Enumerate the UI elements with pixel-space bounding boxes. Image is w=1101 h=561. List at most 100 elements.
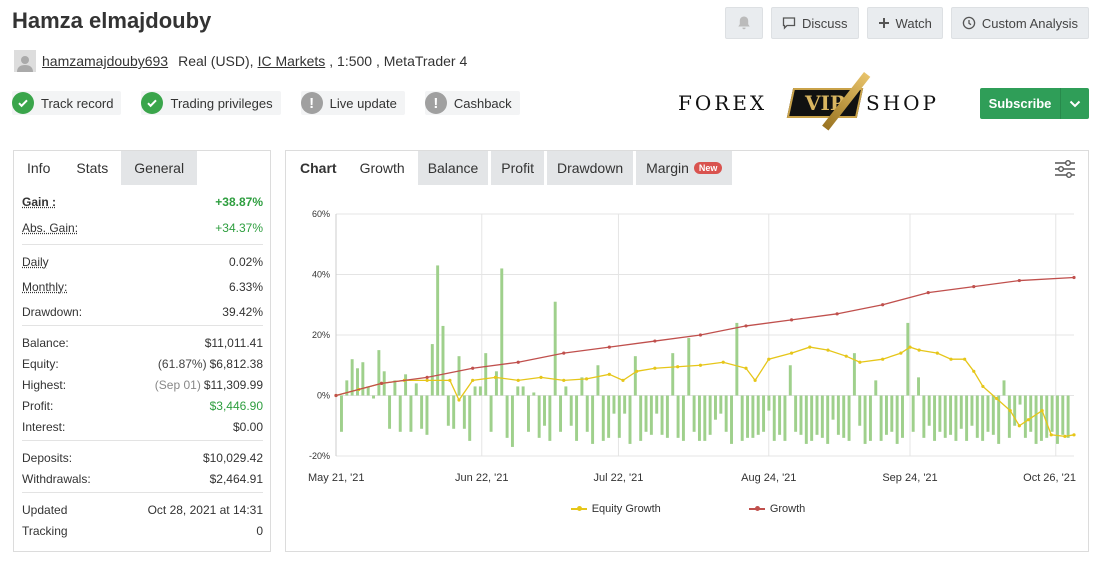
discuss-label: Discuss xyxy=(802,15,848,31)
bar xyxy=(917,377,920,396)
bar xyxy=(986,395,990,432)
tab-general[interactable]: General xyxy=(121,151,198,185)
bar xyxy=(922,395,926,438)
bar xyxy=(943,395,947,438)
data-point xyxy=(858,360,862,364)
bar xyxy=(836,395,840,435)
tab-margin[interactable]: Margin New xyxy=(636,151,733,185)
bar xyxy=(724,395,728,432)
data-point xyxy=(826,348,830,352)
chart-settings-button[interactable] xyxy=(1054,159,1076,184)
discuss-button[interactable]: Discuss xyxy=(771,7,859,39)
bar xyxy=(623,395,627,414)
data-point xyxy=(994,396,999,401)
data-point xyxy=(425,378,429,382)
stat-withdrawals: Withdrawals: $2,464.91 xyxy=(22,471,263,486)
tab-margin-label: Margin xyxy=(646,160,689,176)
bar xyxy=(804,395,808,444)
bar xyxy=(938,395,942,432)
bar xyxy=(591,395,595,444)
bar xyxy=(735,322,739,396)
chart-legend: Equity Growth Growth xyxy=(286,503,1090,515)
bar xyxy=(473,386,477,396)
stat-balance: Balance: $11,011.41 xyxy=(22,335,263,350)
legend-label: Equity Growth xyxy=(591,503,661,515)
data-point xyxy=(1008,409,1012,413)
data-point xyxy=(334,393,338,398)
stats-list: Gain : +38.87% Abs. Gain: +34.37% Daily 0.0… xyxy=(14,185,270,541)
badge-trading-privileges: Trading privileges xyxy=(141,91,281,115)
bar xyxy=(772,395,776,441)
bar xyxy=(831,395,835,420)
bar xyxy=(890,395,894,432)
check-icon xyxy=(12,92,34,114)
sliders-icon xyxy=(1055,160,1075,178)
bar xyxy=(783,395,787,441)
data-point xyxy=(425,375,429,379)
stat-deposits: Deposits: $10,029.42 xyxy=(22,450,263,465)
bar xyxy=(863,395,867,444)
tab-profit[interactable]: Profit xyxy=(491,151,544,185)
data-point xyxy=(1026,418,1031,422)
data-point xyxy=(635,369,639,373)
bar xyxy=(746,395,750,438)
data-point xyxy=(808,345,812,349)
tab-balance[interactable]: Balance xyxy=(417,151,489,185)
plus-icon xyxy=(878,18,889,28)
data-point xyxy=(607,372,611,376)
bar xyxy=(847,395,851,441)
tab-chart[interactable]: Chart xyxy=(300,160,337,176)
tab-info[interactable]: Info xyxy=(27,160,51,176)
chat-icon xyxy=(782,17,796,30)
bar xyxy=(366,386,370,396)
bell-icon xyxy=(738,16,750,30)
badge-label: Track record xyxy=(41,95,114,111)
data-point xyxy=(1072,433,1076,437)
y-tick-label: -20% xyxy=(309,451,330,461)
bar xyxy=(361,362,365,396)
custom-analysis-button[interactable]: Custom Analysis xyxy=(950,7,1089,39)
bar xyxy=(345,380,349,396)
bar xyxy=(788,365,792,396)
badge-label: Cashback xyxy=(453,95,512,111)
data-point xyxy=(698,333,703,337)
data-point xyxy=(1040,409,1044,413)
bar xyxy=(708,395,712,435)
bar xyxy=(852,353,856,396)
watch-button[interactable]: Watch xyxy=(866,7,943,39)
bar xyxy=(1034,395,1038,444)
data-point xyxy=(789,318,794,322)
tab-stats[interactable]: Stats xyxy=(76,160,109,176)
account-type: Real (USD), xyxy=(178,53,254,69)
bar xyxy=(1029,395,1033,432)
data-point xyxy=(471,378,475,382)
bar xyxy=(1007,395,1011,438)
data-point xyxy=(926,291,930,295)
legend-equity-growth[interactable]: Equity Growth xyxy=(570,503,661,515)
bar xyxy=(975,395,979,438)
username-link[interactable]: hamzamajdouby693 xyxy=(42,53,169,69)
stat-profit: Profit: $3,446.90 xyxy=(22,398,263,413)
broker-link[interactable]: IC Markets xyxy=(257,53,326,69)
bar xyxy=(409,395,413,432)
notify-button[interactable] xyxy=(725,7,764,39)
divider xyxy=(22,492,263,493)
bar xyxy=(879,395,883,441)
chevron-down-icon xyxy=(1069,100,1081,107)
bar xyxy=(655,395,659,414)
bar xyxy=(660,395,664,435)
bar xyxy=(521,386,525,396)
subscribe-label[interactable]: Subscribe xyxy=(980,88,1061,119)
data-point xyxy=(1072,275,1076,280)
bar xyxy=(564,386,568,396)
subscribe-button[interactable]: Subscribe xyxy=(980,88,1089,119)
data-point xyxy=(744,366,748,370)
subscribe-dropdown[interactable] xyxy=(1061,88,1089,119)
bar xyxy=(350,359,354,396)
tab-drawdown[interactable]: Drawdown xyxy=(546,151,634,185)
data-point xyxy=(899,351,903,355)
tab-growth[interactable]: Growth xyxy=(359,160,405,176)
bar xyxy=(762,395,766,432)
legend-growth[interactable]: Growth xyxy=(748,503,805,515)
bar xyxy=(1061,395,1065,435)
